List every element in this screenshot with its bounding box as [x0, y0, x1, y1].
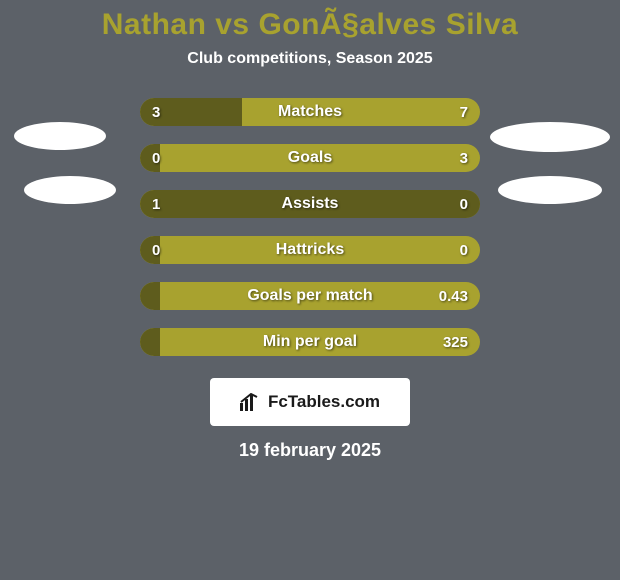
- stat-label: Min per goal: [140, 328, 480, 356]
- date-text: 19 february 2025: [0, 440, 620, 461]
- subtitle: Club competitions, Season 2025: [0, 50, 620, 68]
- decor-ellipse-left-1: [14, 122, 106, 150]
- stat-value-right: 0.43: [439, 282, 468, 310]
- stat-value-right: 325: [443, 328, 468, 356]
- stat-label: Hattricks: [140, 236, 480, 264]
- stat-bar: 10Assists: [140, 190, 480, 218]
- stat-bar-fill: [140, 328, 160, 356]
- stat-value-right: 7: [460, 98, 468, 126]
- decor-ellipse-left-2: [24, 176, 116, 204]
- stat-bar-fill: [140, 190, 480, 218]
- stat-bar: 325Min per goal: [140, 328, 480, 356]
- stat-bar: 0.43Goals per match: [140, 282, 480, 310]
- stat-bar: 37Matches: [140, 98, 480, 126]
- stat-value-left: 0: [152, 144, 160, 172]
- stats-bars: 37Matches03Goals10Assists00Hattricks0.43…: [140, 98, 480, 356]
- stat-value-right: 3: [460, 144, 468, 172]
- comparison-infographic: Nathan vs GonÃ§alves Silva Club competit…: [0, 0, 620, 580]
- stat-bar-fill: [140, 282, 160, 310]
- brand-text: FcTables.com: [268, 392, 380, 412]
- stat-bar: 0 0Hattricks: [140, 236, 480, 264]
- stat-value-right: 0: [460, 236, 468, 264]
- page-title: Nathan vs GonÃ§alves Silva: [0, 0, 620, 42]
- stat-value-left: 3: [152, 98, 160, 126]
- decor-ellipse-right-2: [498, 176, 602, 204]
- decor-ellipse-right-1: [490, 122, 610, 152]
- stat-label: Goals: [140, 144, 480, 172]
- stat-value-right: 0: [460, 190, 468, 218]
- stat-value-left: 1: [152, 190, 160, 218]
- stat-label: Goals per match: [140, 282, 480, 310]
- stat-bar: 0 3Goals: [140, 144, 480, 172]
- chart-icon: [240, 393, 262, 411]
- brand-box: FcTables.com: [210, 378, 410, 426]
- stat-value-left: 0: [152, 236, 160, 264]
